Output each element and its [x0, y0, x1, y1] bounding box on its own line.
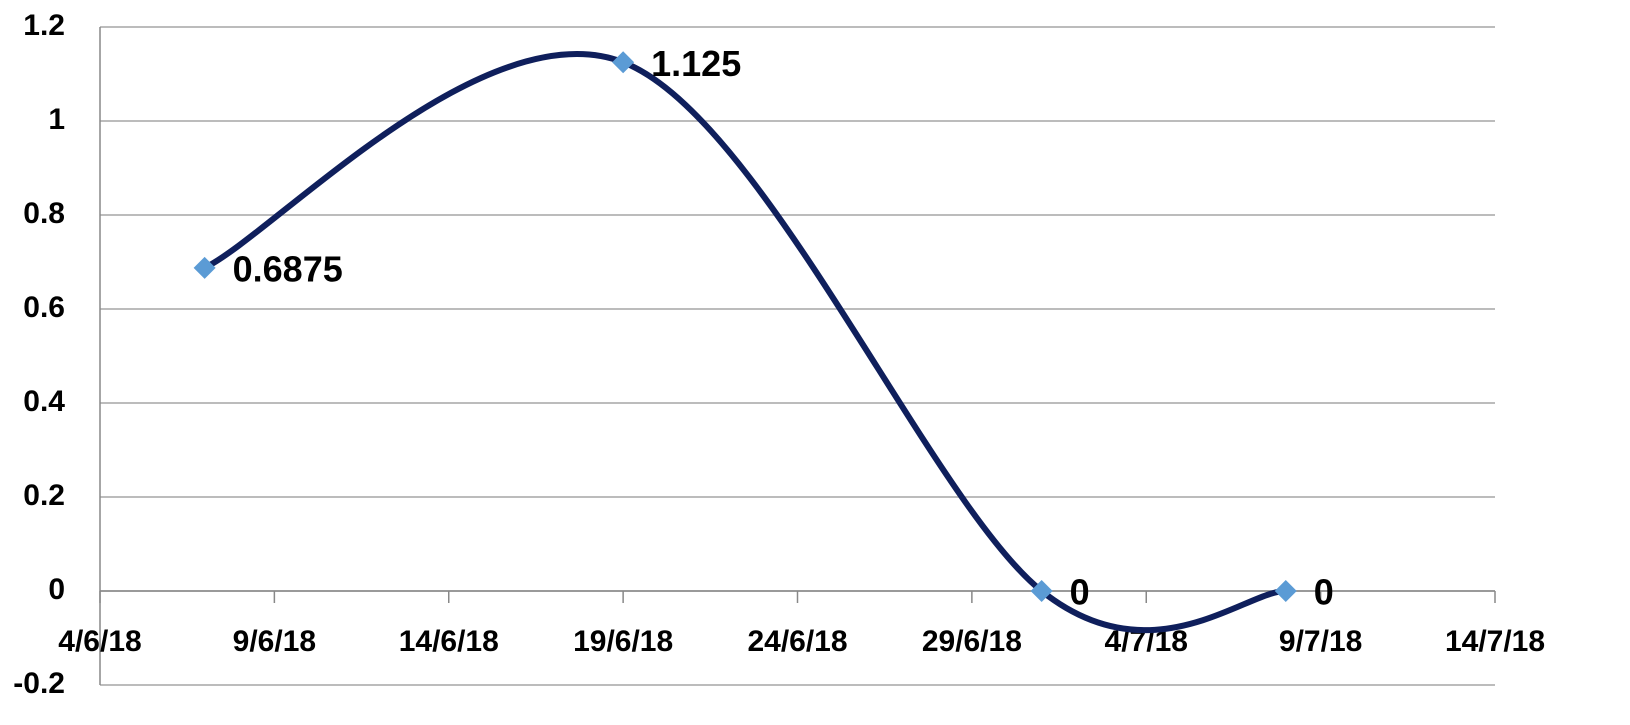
y-tick-label: 1 [48, 103, 65, 136]
marker [612, 51, 635, 74]
y-tick-label: 0.2 [23, 479, 65, 512]
y-tick-label: 0.4 [23, 385, 65, 418]
x-tick-label: 9/7/18 [1279, 625, 1362, 658]
marker [1274, 580, 1297, 602]
data-label: 0.6875 [233, 248, 343, 289]
x-tick-label: 14/7/18 [1445, 625, 1545, 658]
data-label: 1.125 [651, 43, 741, 84]
line [201, 51, 1289, 634]
y-tick-label: -0.2 [13, 667, 65, 700]
x-tick-label: 4/6/18 [58, 625, 141, 658]
y-tick-label: 0 [48, 573, 65, 606]
y-tick-label: 0.8 [23, 197, 65, 230]
x-tick-label: 19/6/18 [573, 625, 673, 658]
x-tick-label: 9/6/18 [233, 625, 316, 658]
x-tick-label: 14/6/18 [399, 625, 499, 658]
data-label: 0 [1070, 572, 1090, 613]
y-tick-label: 1.2 [23, 9, 65, 42]
marker [193, 256, 216, 279]
x-tick-label: 24/6/18 [747, 625, 847, 658]
data-label: 0 [1314, 572, 1334, 613]
marker [1030, 580, 1053, 602]
y-tick-label: 0.6 [23, 291, 65, 324]
x-tick-label: 29/6/18 [922, 625, 1022, 658]
